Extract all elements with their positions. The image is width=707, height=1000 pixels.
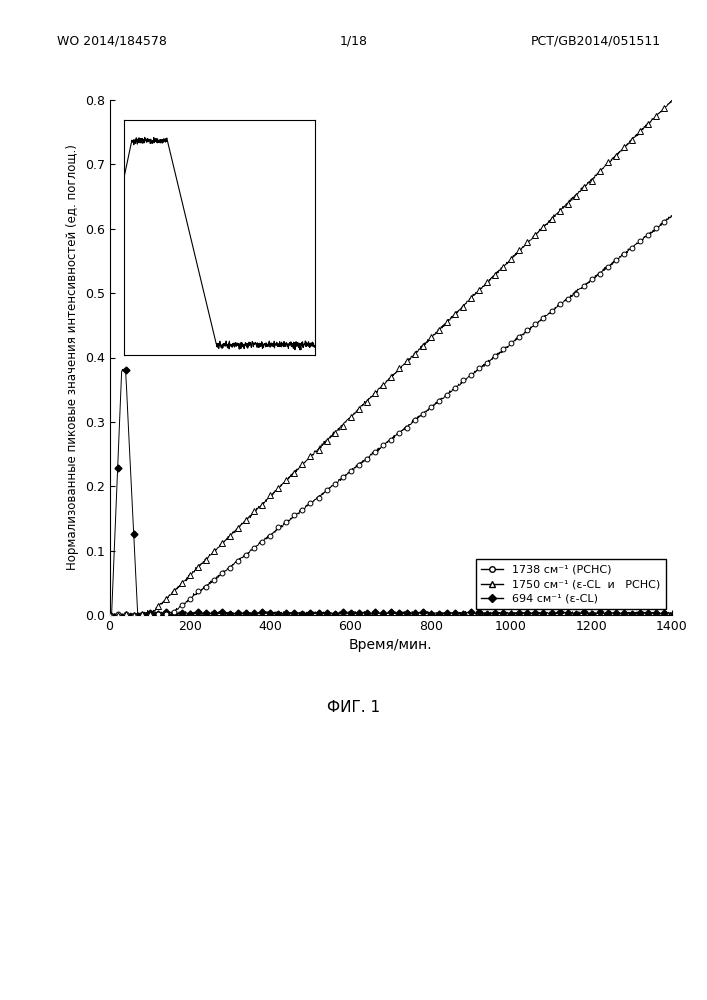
Text: PCT/GB2014/051511: PCT/GB2014/051511 xyxy=(531,35,661,48)
Text: ФИГ. 1: ФИГ. 1 xyxy=(327,700,380,715)
X-axis label: Время/мин.: Время/мин. xyxy=(349,638,433,652)
Text: 1/18: 1/18 xyxy=(339,35,368,48)
Legend: 1738 см⁻¹ (PСНС), 1750 см⁻¹ (ε-CL  и   PСНС), 694 см⁻¹ (ε-CL): 1738 см⁻¹ (PСНС), 1750 см⁻¹ (ε-CL и PСНС… xyxy=(476,559,666,609)
Y-axis label: Нормализованные пиковые значения интенсивностей (ед. поглощ.): Нормализованные пиковые значения интенси… xyxy=(66,145,79,570)
Text: WO 2014/184578: WO 2014/184578 xyxy=(57,35,166,48)
